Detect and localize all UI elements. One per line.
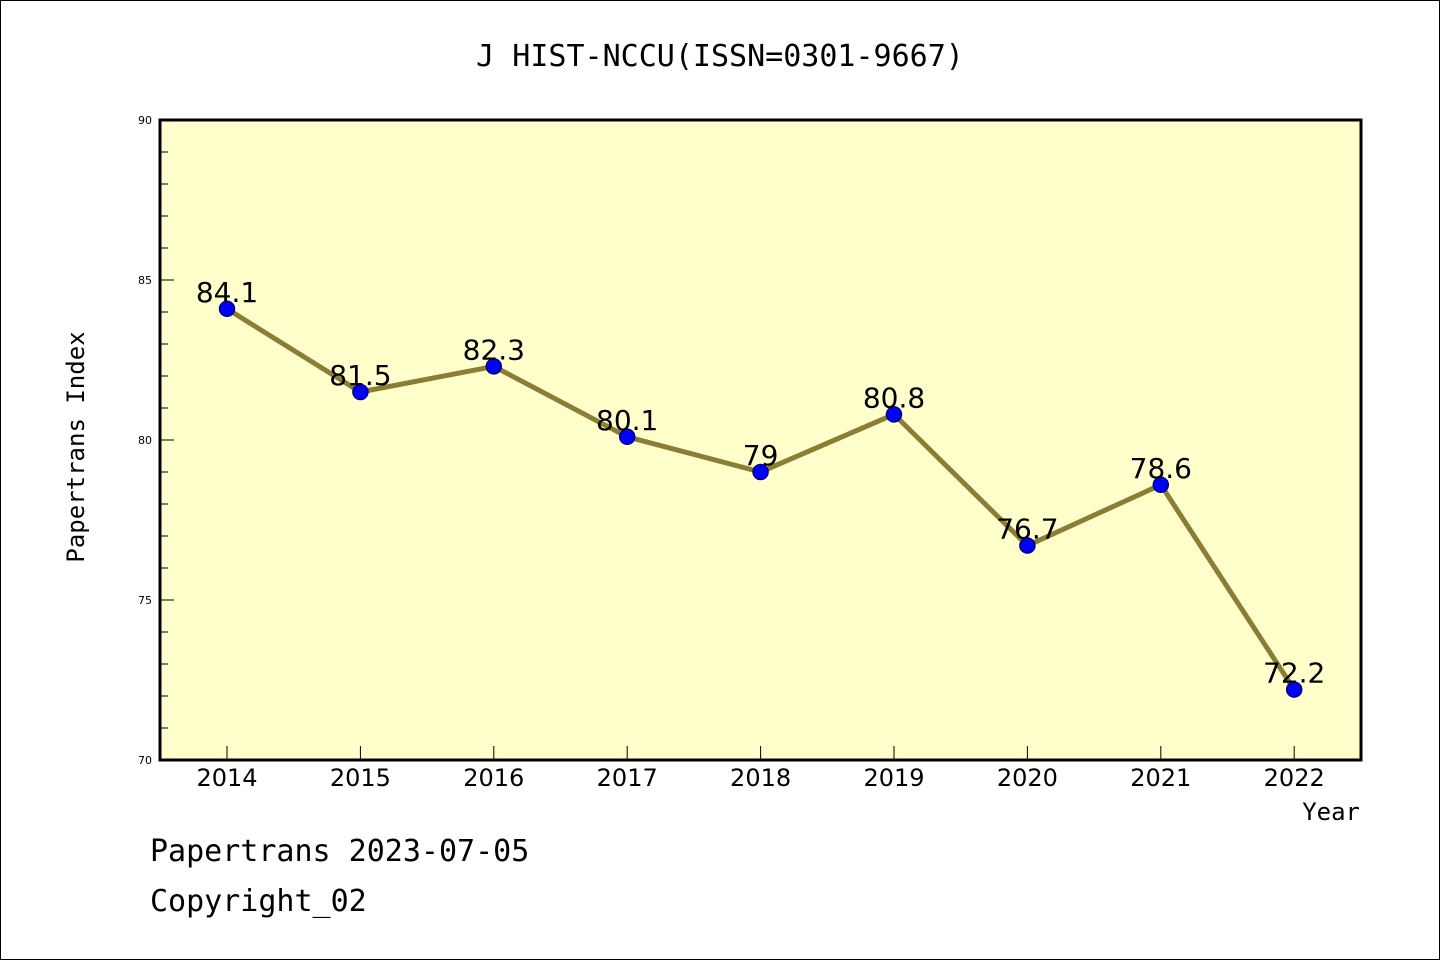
data-point: [218, 300, 236, 318]
x-axis-label: Year: [1302, 798, 1360, 826]
y-axis: 70 75 80 85 90: [138, 114, 174, 767]
data-label: 78.6: [1130, 452, 1192, 485]
data-label: 79: [743, 439, 779, 472]
x-tick-label: 2015: [330, 764, 391, 792]
data-point: [1152, 476, 1170, 494]
y-axis-label: Papertrans Index: [62, 331, 90, 562]
plot-area: [158, 118, 1363, 762]
x-tick-label: 2016: [463, 764, 524, 792]
footer-date: Papertrans 2023-07-05: [150, 834, 530, 869]
data-label: 84.1: [196, 276, 258, 309]
x-tick-label: 2020: [997, 764, 1058, 792]
data-points: [218, 300, 1303, 698]
chart-title: J HIST-NCCU(ISSN=0301-9667): [476, 39, 964, 74]
data-label: 82.3: [463, 333, 525, 366]
data-labels: 84.1 81.5 82.3 80.1 79 80.8 76.7 78.6 72.2: [196, 276, 1326, 690]
x-tick-label: 2019: [863, 764, 924, 792]
x-tick-label: 2017: [597, 764, 658, 792]
data-point: [618, 428, 636, 446]
x-tick-label: 2014: [196, 764, 257, 792]
data-point: [1285, 681, 1303, 698]
y-tick-label: 80: [138, 434, 152, 447]
x-tick-label: 2021: [1130, 764, 1191, 792]
data-label: 76.7: [996, 513, 1058, 546]
x-axis: 2014 2015 2016 2017 2018 2019 2020 2021 2022: [196, 746, 1325, 792]
data-point: [885, 406, 903, 423]
x-tick-label: 2022: [1264, 764, 1325, 792]
data-label: 72.2: [1263, 657, 1325, 690]
y-tick-label: 90: [138, 114, 152, 127]
x-tick-label: 2018: [730, 764, 791, 792]
data-label: 80.1: [596, 404, 658, 437]
data-point: [1019, 537, 1036, 554]
y-tick-label: 70: [138, 754, 152, 767]
footer-copyright: Copyright_02: [150, 884, 367, 919]
y-tick-label: 85: [138, 274, 152, 287]
data-point: [752, 463, 769, 481]
data-point: [485, 358, 503, 375]
data-label: 81.5: [329, 359, 391, 392]
y-tick-label: 75: [138, 594, 152, 607]
data-label: 80.8: [863, 381, 925, 414]
data-point: [352, 383, 369, 401]
